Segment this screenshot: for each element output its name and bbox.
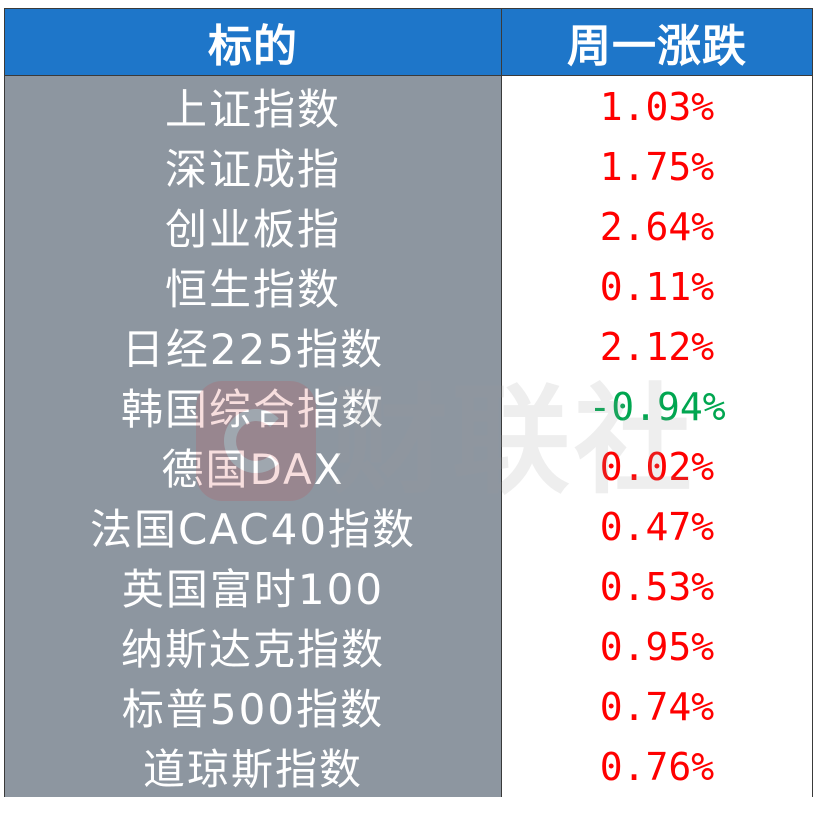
table-row: 创业板指 2.64% (5, 196, 812, 257)
row-value: 0.95% (502, 616, 812, 677)
table-row: 恒生指数 0.11% (5, 256, 812, 317)
row-value: 0.47% (502, 496, 812, 557)
column-header-monday-change: 周一涨跌 (567, 21, 747, 72)
row-value: 2.64% (502, 196, 812, 257)
row-value: -0.94% (502, 376, 812, 437)
table-row: 深证成指 1.75% (5, 136, 812, 197)
row-value: 0.02% (502, 436, 812, 497)
row-label: 法国CAC40指数 (5, 496, 502, 557)
table-row: 日经225指数 2.12% (5, 316, 812, 377)
row-label: 上证指数 (5, 76, 502, 137)
row-value: 0.11% (502, 256, 812, 317)
table-row: 纳斯达克指数 0.95% (5, 616, 812, 677)
table-row: 道琼斯指数 0.76% (5, 736, 812, 797)
row-value: 0.74% (502, 676, 812, 737)
row-value: 0.53% (502, 556, 812, 617)
row-value: 2.12% (502, 316, 812, 377)
row-label: 标普500指数 (5, 676, 502, 737)
row-label: 纳斯达克指数 (5, 616, 502, 677)
row-label: 恒生指数 (5, 256, 502, 317)
table-row: 标普500指数 0.74% (5, 676, 812, 737)
row-label: 德国DAX (5, 436, 502, 497)
row-label: 创业板指 (5, 196, 502, 257)
table-header: 标的 周一涨跌 (5, 9, 812, 76)
table-row: 法国CAC40指数 0.47% (5, 496, 812, 557)
row-label: 深证成指 (5, 136, 502, 197)
column-header-asset: 标的 (5, 9, 502, 75)
table-row: 英国富时100 0.53% (5, 556, 812, 617)
table-row: 上证指数 1.03% (5, 76, 812, 137)
table-row: 韩国综合指数 -0.94% (5, 376, 812, 437)
row-label: 韩国综合指数 (5, 376, 502, 437)
row-label: 日经225指数 (5, 316, 502, 377)
row-label: 英国富时100 (5, 556, 502, 617)
row-label: 道琼斯指数 (5, 736, 502, 797)
table-row: 德国DAX 0.02% (5, 436, 812, 497)
row-value: 1.75% (502, 136, 812, 197)
table-body: 上证指数 1.03% 深证成指 1.75% 创业板指 2.64% 恒生指数 0.11% 日经22… (5, 76, 812, 797)
row-value: 1.03% (502, 76, 812, 137)
index-change-table: 标的 周一涨跌 上证指数 1.03% 深证成指 1.75% 创业板指 2.64% 恒生指数 0… (4, 8, 813, 797)
row-value: 0.76% (502, 736, 812, 797)
